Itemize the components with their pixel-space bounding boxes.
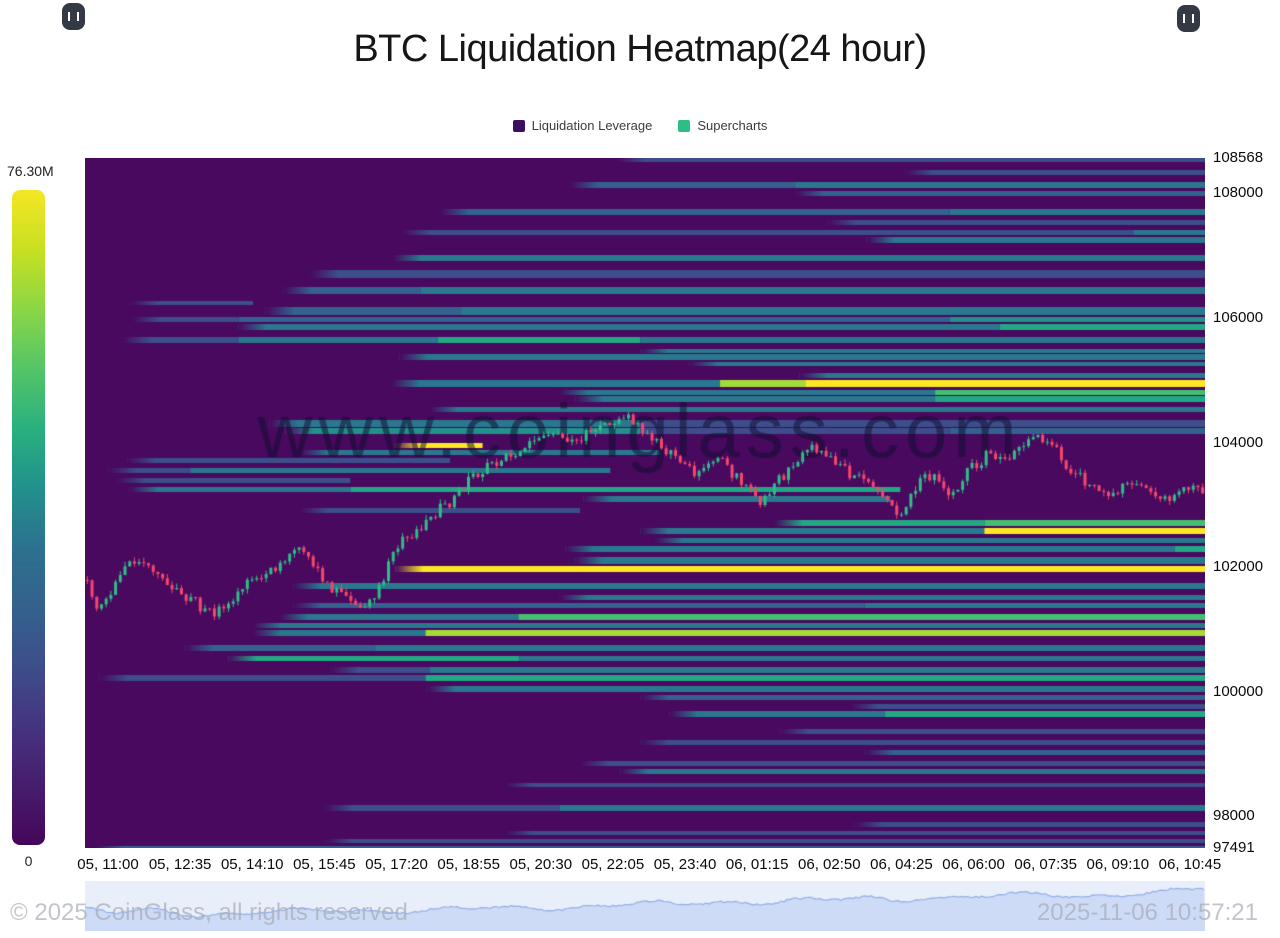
supercharts-swatch-icon <box>678 119 691 132</box>
x-axis-label: 05, 12:35 <box>148 856 212 873</box>
y-axis-label: 106000 <box>1213 308 1264 326</box>
x-axis-label: 05, 18:55 <box>437 856 500 873</box>
chart-legend: Liquidation Leverage Supercharts <box>0 118 1280 133</box>
legend-item-supercharts[interactable]: Supercharts <box>678 118 767 133</box>
x-axis-label: 06, 06:00 <box>942 856 1005 873</box>
y-axis-label: 100000 <box>1213 682 1264 700</box>
navigator-left-handle[interactable] <box>62 3 85 30</box>
pause-icon <box>1183 14 1194 23</box>
legend-item-liquidation-leverage[interactable]: Liquidation Leverage <box>512 118 653 133</box>
navigator-right-handle[interactable] <box>1177 5 1200 32</box>
x-axis-label: 06, 10:45 <box>1158 856 1222 873</box>
colorbar-max-label: 76.30M <box>7 163 54 179</box>
x-axis-label: 06, 04:25 <box>870 856 933 873</box>
y-axis-label: 98000 <box>1213 807 1255 825</box>
y-axis-label: 102000 <box>1213 558 1264 576</box>
x-axis-label: 06, 09:10 <box>1086 856 1150 873</box>
legend-label: Supercharts <box>697 118 768 133</box>
y-axis-label: 108000 <box>1213 184 1264 202</box>
x-axis-label: 05, 14:10 <box>220 856 284 873</box>
navigator-canvas[interactable] <box>85 881 1205 931</box>
x-axis-label: 06, 02:50 <box>798 856 861 873</box>
x-axis-label: 06, 07:35 <box>1014 856 1077 873</box>
legend-label: Liquidation Leverage <box>531 118 653 133</box>
x-axis-label: 05, 11:00 <box>77 856 139 873</box>
page-title: BTC Liquidation Heatmap(24 hour) <box>353 28 927 70</box>
x-axis-label: 05, 22:05 <box>581 856 645 873</box>
x-axis-label: 05, 17:20 <box>365 856 428 873</box>
liquidation-heatmap-canvas[interactable] <box>85 158 1205 848</box>
colorbar-min-label: 0 <box>24 853 33 869</box>
liquidation-leverage-swatch-icon <box>512 119 525 132</box>
y-axis-label: 104000 <box>1213 433 1264 451</box>
pause-icon <box>68 12 79 21</box>
copyright-text: © 2025 CoinGlass, all rights reserved <box>10 899 408 926</box>
colorbar-gradient <box>12 190 45 845</box>
x-axis-label: 05, 23:40 <box>653 856 717 873</box>
y-axis-label: 108568 <box>1213 149 1264 166</box>
x-axis-label: 06, 01:15 <box>725 856 789 873</box>
x-axis-label: 05, 20:30 <box>509 856 573 873</box>
navigator <box>85 881 1205 931</box>
timestamp-text: 2025-11-06 10:57:21 <box>1036 899 1258 926</box>
x-axis-label: 05, 15:45 <box>293 856 356 873</box>
y-axis-label: 97491 <box>1213 839 1255 856</box>
